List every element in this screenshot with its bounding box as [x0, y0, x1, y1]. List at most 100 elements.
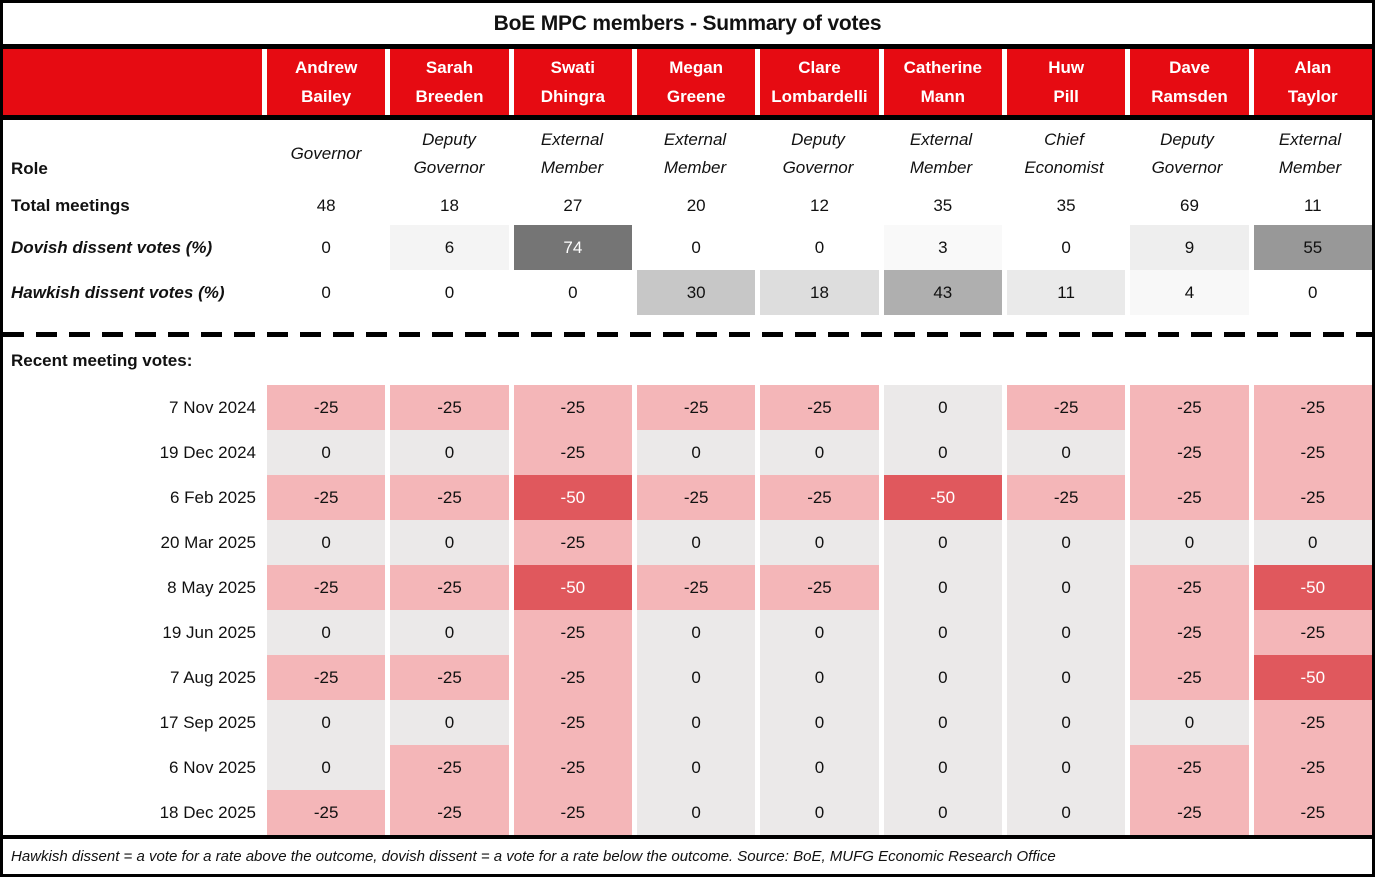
- dovish-dissent-row: Dovish dissent votes (%) 0 6 74 0 0 3 0 9 55: [3, 225, 1372, 270]
- member-last-name: Dhingra: [540, 87, 605, 106]
- vote-cell: 0: [385, 520, 509, 565]
- meeting-vote-row: 7 Nov 2024 -25 -25 -25 -25 -25 0 -25 -25 -25: [3, 385, 1372, 430]
- dashed-divider: [3, 332, 1372, 337]
- member-first-name: Clare: [798, 58, 841, 77]
- meeting-vote-row: 19 Jun 2025 0 0 -25 0 0 0 0 -25 -25: [3, 610, 1372, 655]
- vote-cell: -25: [1001, 475, 1126, 520]
- vote-cell: 0: [1001, 520, 1126, 565]
- vote-cell: -25: [1248, 610, 1372, 655]
- vote-cell: 0: [1125, 520, 1249, 565]
- vote-rows-section: 7 Nov 2024 -25 -25 -25 -25 -25 0 -25 -25 -25 19 De…: [3, 385, 1372, 835]
- vote-cell: 0: [878, 655, 1002, 700]
- vote-cell: 0: [631, 790, 756, 835]
- footnote: Hawkish dissent = a vote for a rate abov…: [3, 835, 1372, 874]
- total-meetings-cell: 35: [878, 187, 1002, 225]
- member-role-cell: Deputy Governor: [1123, 120, 1246, 187]
- meeting-date-label: 19 Dec 2024: [159, 442, 256, 462]
- vote-cell: 0: [1001, 610, 1126, 655]
- meeting-vote-row: 17 Sep 2025 0 0 -25 0 0 0 0 0 -25: [3, 700, 1372, 745]
- header-corner-cell: [3, 49, 262, 115]
- meeting-vote-row: 18 Dec 2025 -25 -25 -25 0 0 0 0 -25 -25: [3, 790, 1372, 835]
- vote-cell: -25: [508, 700, 632, 745]
- meeting-vote-row: 20 Mar 2025 0 0 -25 0 0 0 0 0 0: [3, 520, 1372, 565]
- vote-cell: -25: [262, 385, 386, 430]
- member-first-name: Andrew: [294, 58, 358, 77]
- total-meetings-row: Total meetings 48 18 27 20 12 35 35 69 11: [3, 187, 1372, 225]
- vote-cell: 0: [878, 700, 1002, 745]
- member-last-name: Lombardelli: [771, 87, 868, 106]
- vote-cell: 0: [385, 430, 509, 475]
- member-name-cell: Swati Dhingra: [508, 49, 632, 115]
- vote-cell: -25: [1125, 655, 1249, 700]
- member-first-name: Dave: [1169, 58, 1210, 77]
- member-header-row: Andrew Bailey Sarah Breeden Swati Dhingra Mega…: [3, 49, 1372, 120]
- role-row: Role Governor Deputy Governor External Mem…: [3, 120, 1372, 187]
- vote-cell: 0: [262, 745, 386, 790]
- vote-cell: -25: [508, 655, 632, 700]
- member-role-cell: Chief Economist: [1000, 120, 1123, 187]
- role-row-label: Role: [11, 159, 48, 178]
- vote-cell: 0: [1001, 745, 1126, 790]
- hawkish-dissent-cell: 30: [631, 270, 756, 315]
- vote-cell: -50: [1248, 565, 1372, 610]
- vote-cell: 0: [878, 520, 1002, 565]
- vote-cell: -50: [508, 475, 632, 520]
- member-last-name: Breeden: [415, 87, 484, 106]
- vote-cell: 0: [878, 385, 1002, 430]
- member-name-cell: Dave Ramsden: [1125, 49, 1249, 115]
- vote-cell: 0: [631, 430, 756, 475]
- hawkish-dissent-cell: 0: [1248, 270, 1372, 315]
- vote-cell: -25: [508, 385, 632, 430]
- section-spacer: [3, 315, 1372, 332]
- vote-cell: -25: [508, 745, 632, 790]
- vote-cell: 0: [878, 610, 1002, 655]
- dovish-dissent-cell: 3: [878, 225, 1002, 270]
- vote-cell: 0: [1001, 700, 1126, 745]
- meeting-vote-row: 19 Dec 2024 0 0 -25 0 0 0 0 -25 -25: [3, 430, 1372, 475]
- dovish-dissent-cell: 9: [1125, 225, 1249, 270]
- meeting-date-label: 6 Feb 2025: [169, 487, 256, 507]
- vote-cell: -25: [262, 565, 386, 610]
- vote-cell: -25: [508, 430, 632, 475]
- vote-cell: -25: [385, 745, 509, 790]
- meeting-vote-row: 7 Aug 2025 -25 -25 -25 0 0 0 0 -25 -50: [3, 655, 1372, 700]
- member-first-name: Megan: [669, 58, 724, 77]
- member-name-cell: Sarah Breeden: [385, 49, 509, 115]
- hawkish-dissent-cell: 0: [385, 270, 508, 315]
- vote-cell: -25: [1125, 430, 1249, 475]
- vote-cell: 0: [755, 700, 879, 745]
- member-first-name: Catherine: [903, 58, 983, 77]
- vote-cell: -25: [262, 475, 386, 520]
- hawkish-dissent-cell: 0: [262, 270, 385, 315]
- vote-cell: -25: [755, 475, 879, 520]
- meeting-vote-row: 6 Feb 2025 -25 -25 -50 -25 -25 -50 -25 -25 -25: [3, 475, 1372, 520]
- total-meetings-label: Total meetings: [11, 196, 130, 215]
- vote-cell: 0: [385, 700, 509, 745]
- vote-cell: -25: [385, 475, 509, 520]
- meeting-vote-row: 8 May 2025 -25 -25 -50 -25 -25 0 0 -25 -50: [3, 565, 1372, 610]
- vote-cell: -25: [631, 475, 756, 520]
- total-meetings-cell: 27: [508, 187, 632, 225]
- vote-cell: 0: [755, 610, 879, 655]
- vote-cell: 0: [1001, 430, 1126, 475]
- vote-cell: -25: [1248, 700, 1372, 745]
- hawkish-dissent-row: Hawkish dissent votes (%) 0 0 0 30 18 43 11 4 0: [3, 270, 1372, 315]
- dovish-dissent-cell: 0: [262, 225, 385, 270]
- total-meetings-cell: 48: [262, 187, 385, 225]
- vote-cell: 0: [1001, 790, 1126, 835]
- vote-cell: 0: [262, 610, 386, 655]
- dovish-dissent-cell: 0: [1001, 225, 1125, 270]
- vote-cell: -50: [878, 475, 1002, 520]
- member-name-cell: Clare Lombardelli: [755, 49, 879, 115]
- vote-cell: -25: [508, 520, 632, 565]
- member-name-cell: Megan Greene: [631, 49, 756, 115]
- member-name-cell: Alan Taylor: [1248, 49, 1372, 115]
- vote-cell: -25: [385, 385, 509, 430]
- meeting-date-label: 19 Jun 2025: [162, 622, 256, 642]
- hawkish-dissent-cell: 11: [1001, 270, 1126, 315]
- vote-cell: 0: [755, 745, 879, 790]
- member-role-cell: External Member: [631, 120, 754, 187]
- member-role-cell: External Member: [508, 120, 631, 187]
- member-name-cell: Huw Pill: [1001, 49, 1126, 115]
